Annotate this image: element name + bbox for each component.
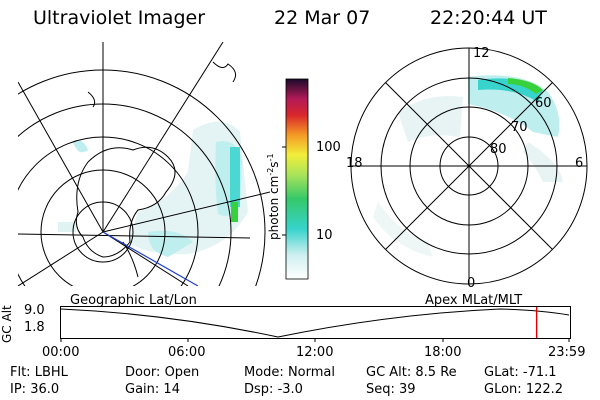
colorbar-tick-100: 100 (316, 140, 341, 155)
aurora-oval-polar (373, 75, 563, 257)
info-gc-alt: GC Alt: 8.5 Re (366, 365, 457, 380)
gc-alt-min-label: 1.8 (24, 320, 45, 335)
polar-mlat-mlt-plot (350, 47, 588, 285)
color-scale-bar (282, 78, 309, 280)
timeline-tick-2: 12:00 (296, 345, 334, 360)
date-label: 22 Mar 07 (274, 7, 371, 29)
timeline-tick-3: 18:00 (424, 345, 462, 360)
info-gain: Gain: 14 (125, 382, 180, 397)
mlt-label-0: 0 (467, 276, 476, 291)
mlat-label-70: 70 (511, 120, 528, 135)
info-glon: GLon: 122.2 (484, 382, 564, 397)
aurora-oval-geographic (58, 121, 248, 257)
timeline-tick-1: 06:00 (168, 345, 206, 360)
altitude-timeline (60, 306, 571, 342)
gc-alt-max-label: 9.0 (24, 303, 45, 318)
timeline-tick-0: 00:00 (42, 345, 80, 360)
info-ip: IP: 36.0 (10, 382, 60, 397)
mlt-label-12: 12 (473, 46, 490, 61)
colorbar-tick-10: 10 (316, 228, 333, 243)
colorbar-unit-label: photon cm-2s-1 (266, 153, 281, 240)
info-dsp: Dsp: -3.0 (244, 382, 303, 397)
geographic-map (18, 42, 270, 286)
info-seq: Seq: 39 (366, 382, 416, 397)
info-door: Door: Open (125, 365, 200, 380)
geographic-label: Geographic Lat/Lon (70, 293, 197, 308)
mlt-label-6: 6 (575, 156, 584, 171)
app-title: Ultraviolet Imager (33, 7, 206, 29)
gc-alt-axis-label: GC Alt (0, 305, 14, 343)
mlt-label-18: 18 (346, 156, 363, 171)
apex-label: Apex MLat/MLT (425, 293, 523, 308)
info-flt: Flt: LBHL (10, 365, 68, 380)
mlat-label-80: 80 (490, 142, 507, 157)
info-mode: Mode: Normal (244, 365, 335, 380)
timeline-tick-4: 23:59 (548, 345, 586, 360)
mlat-label-60: 60 (535, 96, 552, 111)
time-label: 22:20:44 UT (430, 7, 547, 29)
info-glat: GLat: -71.1 (484, 365, 557, 380)
